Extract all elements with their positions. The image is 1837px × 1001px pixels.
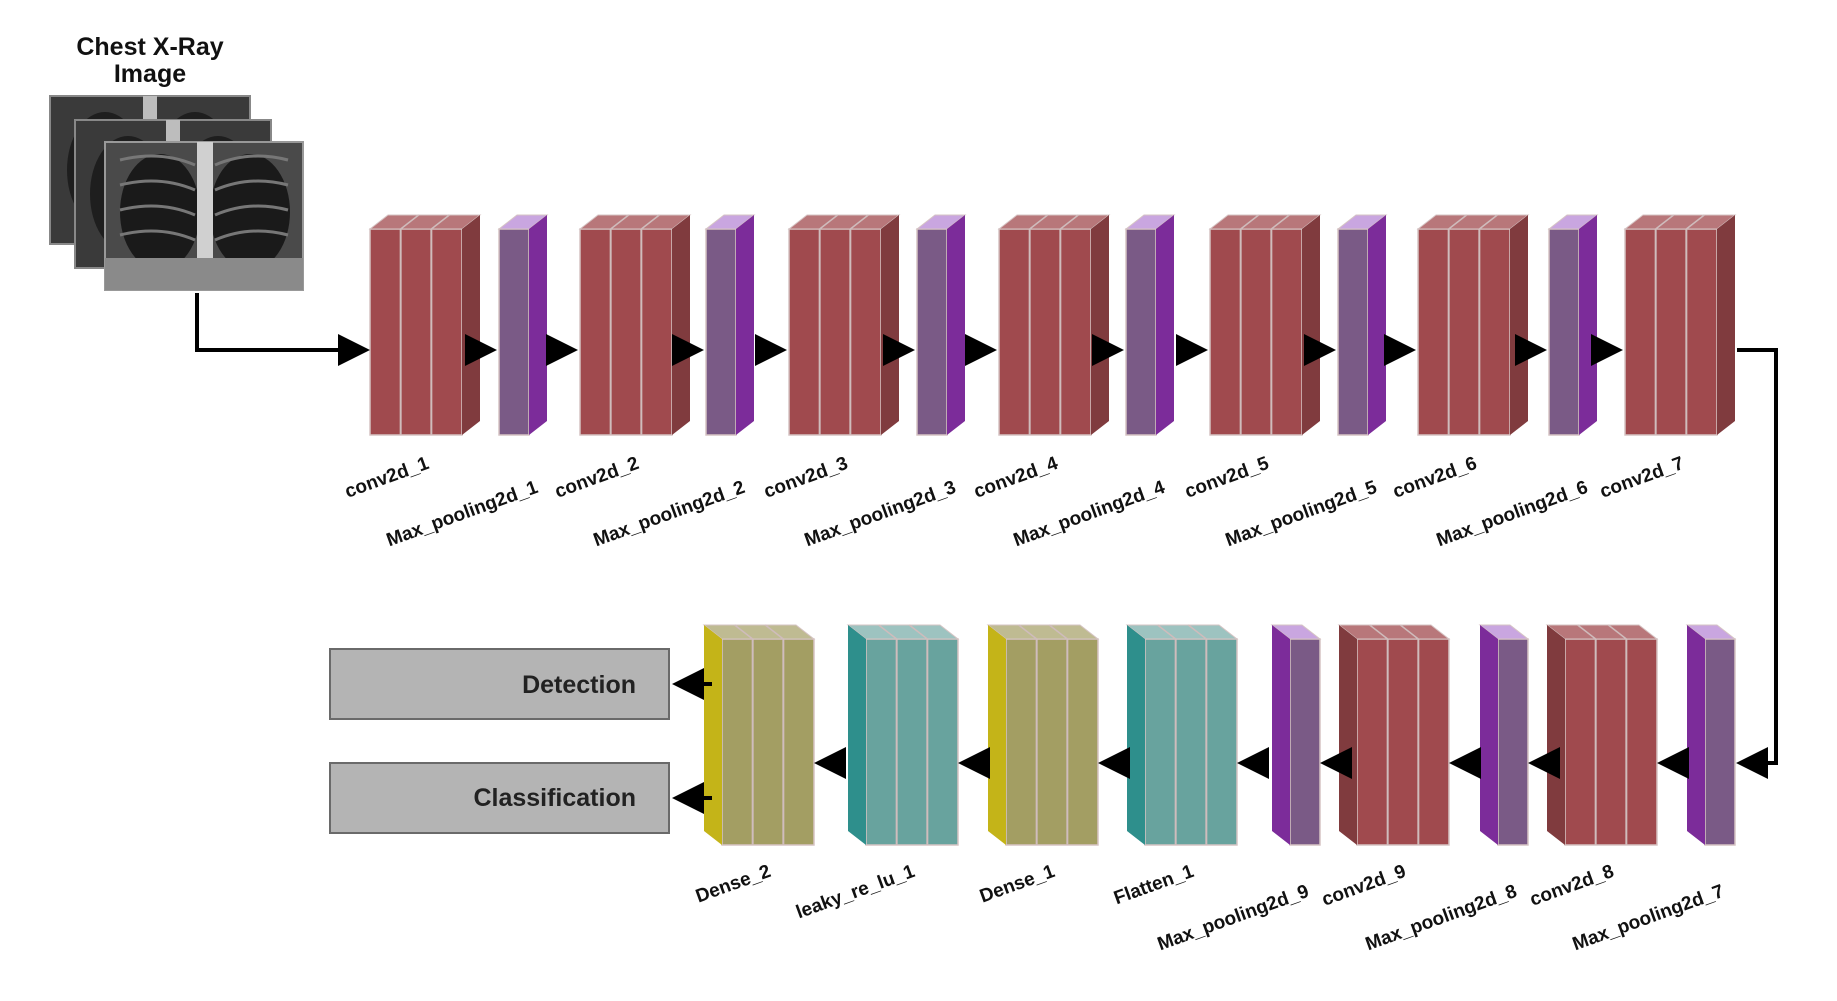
top-layer-label-3: conv2d_2 bbox=[552, 453, 642, 503]
top-layer-label-9: conv2d_5 bbox=[1182, 453, 1272, 503]
bottom-layer-4 bbox=[1125, 624, 1239, 846]
bottom-layer-label-5: Max_pooling2d_9 bbox=[1155, 881, 1312, 955]
bottom-layer-label-2: leaky_re_lu_1 bbox=[793, 861, 918, 924]
bottom-layer-label-1: Dense_2 bbox=[693, 861, 774, 907]
top-layer-label-6: Max_pooling2d_3 bbox=[802, 477, 959, 551]
input-title-line1: Chest X-Ray bbox=[76, 33, 223, 61]
detection-label: Detection bbox=[522, 671, 636, 699]
top-layer-10 bbox=[1336, 214, 1388, 436]
top-layer-9 bbox=[1208, 214, 1322, 436]
top-layer-12 bbox=[1547, 214, 1599, 436]
bottom-layer-8 bbox=[1545, 624, 1659, 846]
top-layer-13 bbox=[1623, 214, 1737, 436]
top-layer-label-5: conv2d_3 bbox=[761, 453, 851, 503]
input-title-line2: Image bbox=[114, 60, 186, 88]
detection-box bbox=[329, 648, 670, 720]
top-layer-label-10: Max_pooling2d_5 bbox=[1223, 477, 1380, 551]
top-layer-11 bbox=[1416, 214, 1530, 436]
top-layer-5 bbox=[787, 214, 901, 436]
classification-box bbox=[329, 762, 670, 834]
connector-arrows bbox=[195, 293, 1778, 814]
bottom-layer-7 bbox=[1478, 624, 1530, 846]
bottom-layer-label-8: conv2d_8 bbox=[1527, 861, 1617, 911]
top-layer-label-8: Max_pooling2d_4 bbox=[1011, 477, 1168, 551]
arrow-row-connector bbox=[1736, 348, 1778, 779]
bottom-layer-1 bbox=[702, 624, 816, 846]
bottom-layer-2 bbox=[846, 624, 960, 846]
top-layer-label-4: Max_pooling2d_2 bbox=[591, 477, 748, 551]
top-layer-6 bbox=[915, 214, 967, 436]
top-layer-8 bbox=[1124, 214, 1176, 436]
bottom-layer-3 bbox=[986, 624, 1100, 846]
top-layer-3 bbox=[578, 214, 692, 436]
xray-image-stack bbox=[49, 95, 304, 291]
bottom-layer-label-6: conv2d_9 bbox=[1319, 861, 1409, 911]
top-layer-label-2: Max_pooling2d_1 bbox=[384, 477, 541, 551]
top-layer-label-12: Max_pooling2d_6 bbox=[1434, 477, 1591, 551]
bottom-layer-9 bbox=[1685, 624, 1737, 846]
bottom-layer-label-3: Dense_1 bbox=[977, 861, 1058, 908]
bottom-layer-label-9: Max_pooling2d_7 bbox=[1570, 881, 1727, 955]
top-layer-1 bbox=[368, 214, 482, 436]
top-layer-label-11: conv2d_6 bbox=[1390, 453, 1480, 503]
bottom-layer-label-7: Max_pooling2d_8 bbox=[1363, 881, 1520, 955]
bottom-layer-5 bbox=[1270, 624, 1322, 846]
top-layer-label-1: conv2d_1 bbox=[342, 453, 432, 503]
xray-image-front bbox=[104, 141, 304, 291]
bottom-layer-6 bbox=[1337, 624, 1451, 846]
classification-label: Classification bbox=[473, 784, 636, 812]
bottom-layer-label-4: Flatten_1 bbox=[1111, 861, 1197, 909]
top-layer-label-13: conv2d_7 bbox=[1597, 453, 1687, 503]
top-layer-2 bbox=[497, 214, 549, 436]
top-layer-label-7: conv2d_4 bbox=[971, 453, 1061, 503]
top-layer-4 bbox=[704, 214, 756, 436]
bottom-row-layers: Dense_2 leaky_re_lu_1 Dense_1 Flatten_1Max_… bbox=[693, 624, 1737, 955]
top-layer-7 bbox=[997, 214, 1111, 436]
arrow-input bbox=[195, 293, 370, 366]
